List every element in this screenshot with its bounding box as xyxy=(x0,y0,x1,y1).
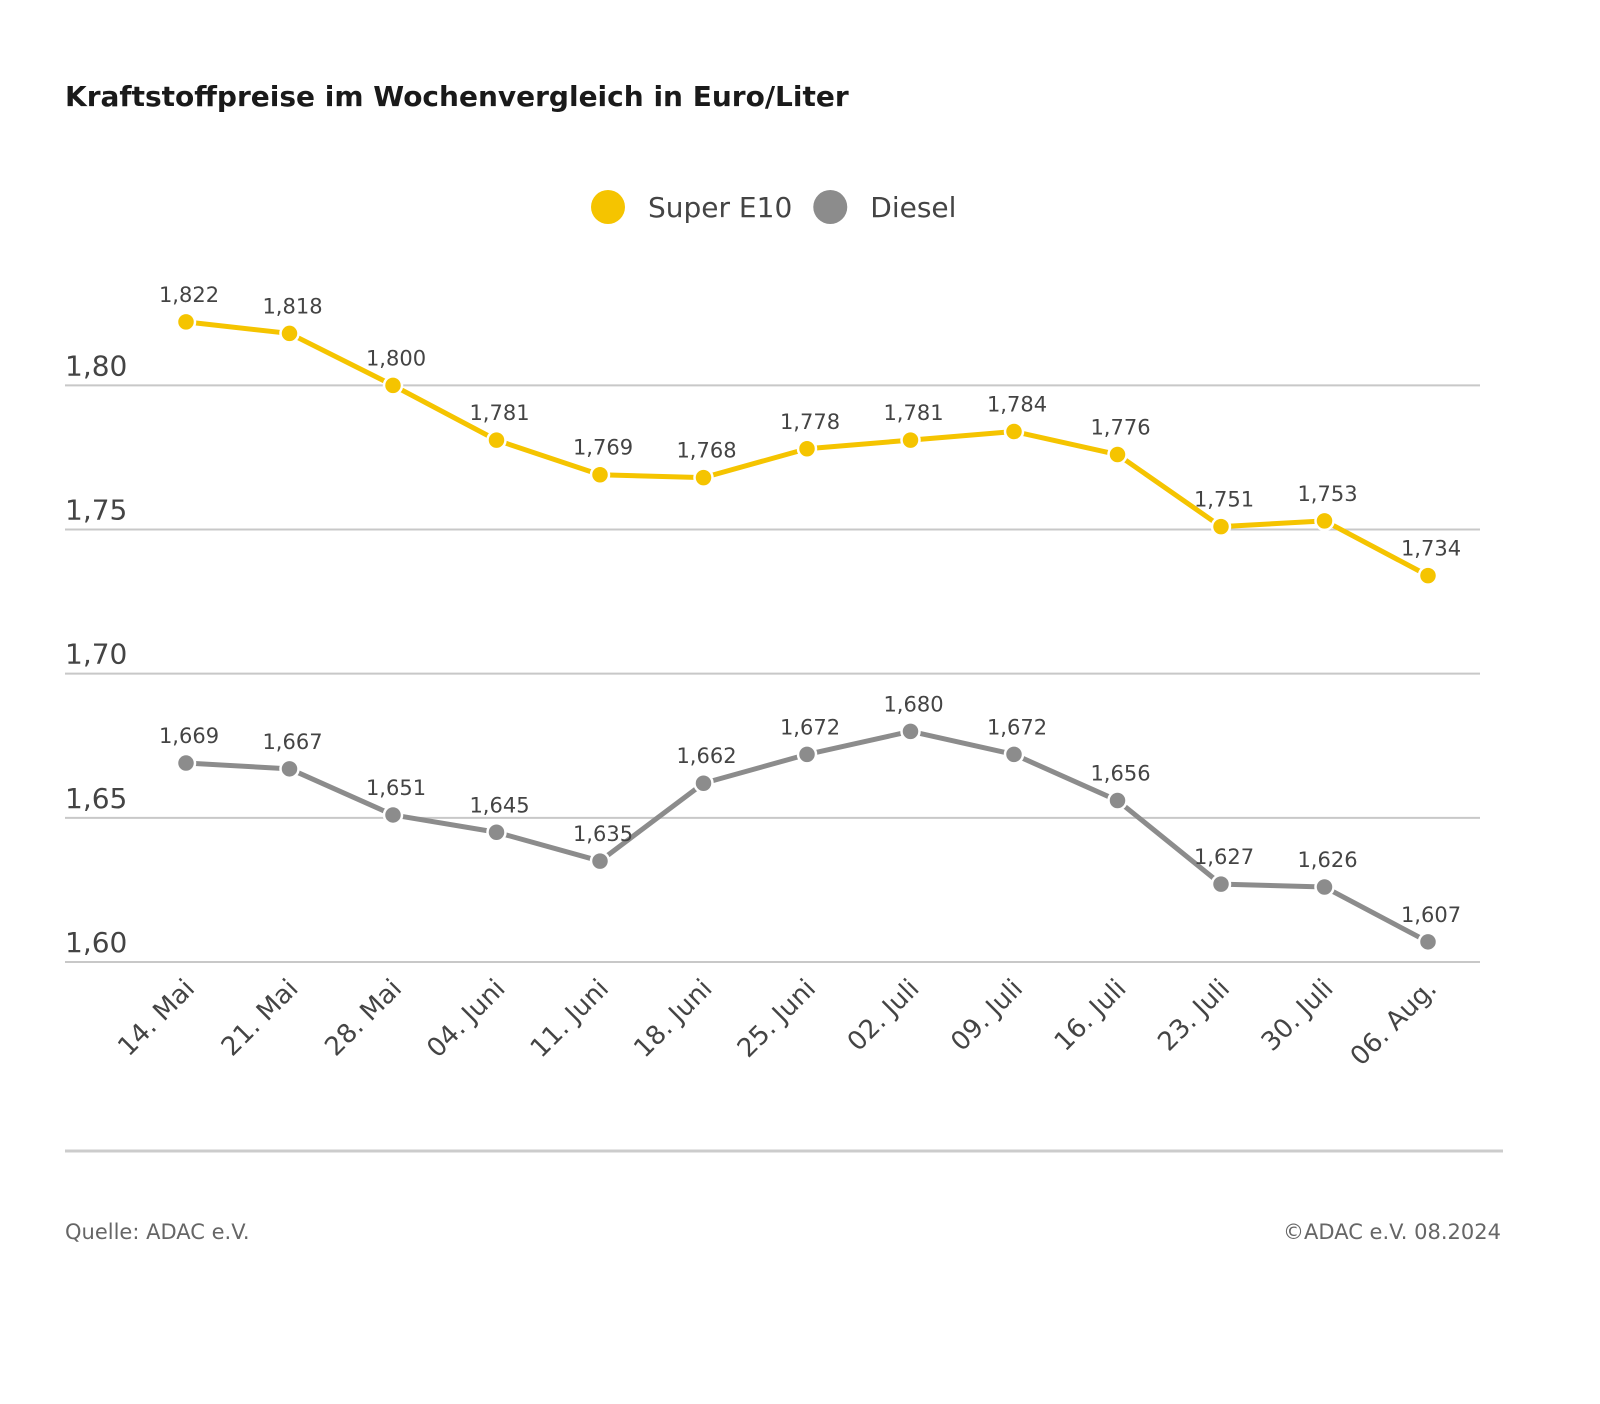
x-tick-label: 09. Juli xyxy=(945,974,1029,1058)
x-tick-label: 25. Juni xyxy=(732,974,822,1064)
data-point xyxy=(589,464,611,485)
x-tick-label: 16. Juli xyxy=(1049,974,1133,1058)
x-tick-label: 02. Juli xyxy=(842,974,926,1058)
x-tick-label: 23. Juli xyxy=(1152,974,1236,1058)
x-tick-label: 21. Mai xyxy=(216,974,305,1063)
x-tick-label: 28. Mai xyxy=(319,974,408,1063)
data-label: 1,669 xyxy=(159,724,219,748)
y-tick-label: 1,80 xyxy=(65,349,127,382)
x-tick-label: 04. Juni xyxy=(421,974,511,1064)
data-point xyxy=(175,752,197,774)
data-label: 1,800 xyxy=(366,346,426,370)
x-tick-label: 14. Mai xyxy=(112,974,201,1063)
data-point xyxy=(1314,510,1335,532)
legend: Super E10 Diesel xyxy=(591,190,956,224)
x-tick-label: 11. Juni xyxy=(525,974,615,1064)
data-point xyxy=(1107,790,1128,811)
data-point xyxy=(796,438,818,460)
data-point xyxy=(382,804,404,826)
data-point xyxy=(693,467,714,488)
legend-marker xyxy=(591,190,625,224)
data-point xyxy=(382,375,404,396)
data-point xyxy=(486,429,507,451)
data-label: 1,627 xyxy=(1194,845,1254,869)
data-label: 1,626 xyxy=(1297,848,1357,872)
data-label: 1,662 xyxy=(676,744,736,768)
data-point xyxy=(1417,565,1439,586)
data-point xyxy=(1210,516,1232,537)
data-label: 1,635 xyxy=(573,822,633,846)
data-label: 1,672 xyxy=(780,715,840,739)
data-point xyxy=(1210,873,1232,895)
data-point xyxy=(900,429,921,451)
chart-title: Kraftstoffpreise im Wochenvergleich in E… xyxy=(65,80,849,113)
data-point xyxy=(279,323,300,344)
data-point xyxy=(796,744,818,765)
data-label: 1,776 xyxy=(1090,416,1150,440)
legend-label: Diesel xyxy=(870,191,956,224)
data-label: 1,656 xyxy=(1090,762,1150,786)
data-label: 1,680 xyxy=(883,692,943,716)
y-tick-label: 1,70 xyxy=(65,638,127,671)
data-point xyxy=(279,758,300,780)
y-tick-label: 1,60 xyxy=(65,926,127,959)
legend-label: Super E10 xyxy=(648,191,792,224)
data-label: 1,734 xyxy=(1401,537,1461,561)
data-label: 1,784 xyxy=(987,392,1047,416)
data-label: 1,769 xyxy=(573,436,633,460)
x-tick-label: 30. Juli xyxy=(1256,974,1340,1058)
data-label: 1,651 xyxy=(366,776,426,800)
data-point xyxy=(1314,876,1335,898)
y-tick-label: 1,65 xyxy=(65,782,127,815)
data-point xyxy=(1003,744,1025,765)
data-label: 1,781 xyxy=(469,401,529,425)
data-point xyxy=(175,311,197,333)
data-label: 1,781 xyxy=(883,401,943,425)
legend-marker xyxy=(813,190,848,224)
data-label: 1,822 xyxy=(159,283,219,307)
y-tick-label: 1,75 xyxy=(65,494,127,527)
data-label: 1,645 xyxy=(469,793,529,817)
data-point xyxy=(486,822,507,843)
x-tick-label: 18. Juni xyxy=(628,974,718,1064)
credit: ©ADAC e.V. 08.2024 xyxy=(1283,1220,1501,1244)
data-point xyxy=(900,721,921,742)
data-label: 1,607 xyxy=(1401,903,1461,927)
data-label: 1,667 xyxy=(262,730,322,754)
data-point xyxy=(589,850,611,872)
data-point xyxy=(1417,931,1439,953)
data-label: 1,672 xyxy=(987,715,1047,739)
source: Quelle: ADAC e.V. xyxy=(65,1220,250,1244)
data-point xyxy=(693,772,714,794)
data-label: 1,778 xyxy=(780,410,840,434)
data-label: 1,818 xyxy=(262,294,322,318)
data-point xyxy=(1003,421,1025,442)
data-label: 1,751 xyxy=(1194,488,1254,512)
data-point xyxy=(1107,444,1128,465)
data-label: 1,768 xyxy=(676,439,736,463)
data-label: 1,753 xyxy=(1297,482,1357,506)
x-tick-label: 06. Aug. xyxy=(1345,974,1443,1072)
